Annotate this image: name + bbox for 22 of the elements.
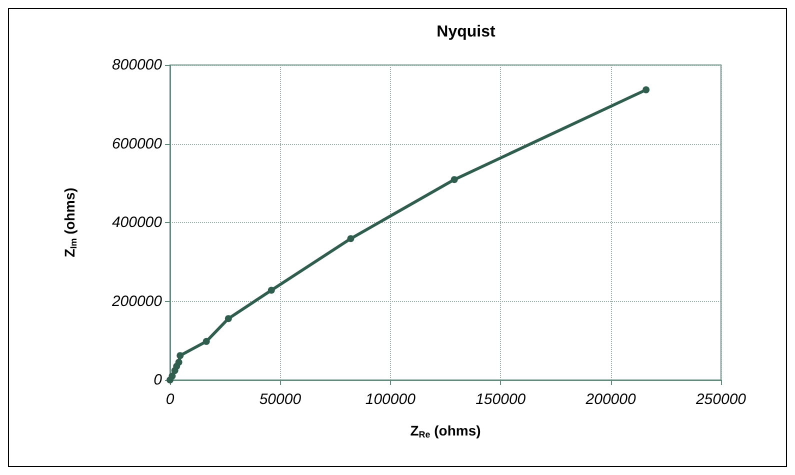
point: [202, 338, 210, 345]
point: [347, 235, 354, 242]
y-tick-label: 0: [154, 372, 163, 388]
y-tick-label: 800000: [112, 56, 163, 74]
y-tick-label: 400000: [112, 214, 163, 231]
point: [450, 176, 458, 184]
x-tick-label: 200000: [584, 391, 636, 408]
point: [268, 286, 275, 294]
y-axis-title: ZIm (ohms): [62, 188, 78, 258]
x-tick-label: 100000: [365, 391, 416, 408]
x-tick-label: 250000: [694, 391, 747, 408]
x-tick-label: 0: [166, 391, 175, 408]
y-tick-label: 200000: [110, 292, 163, 310]
point: [175, 358, 182, 366]
x-tick-label: 150000: [476, 391, 526, 408]
point: [224, 315, 232, 322]
y-tick-label: 600000: [112, 135, 163, 152]
point: [642, 86, 650, 94]
x-tick-label: 50000: [259, 391, 302, 408]
point: [176, 352, 184, 360]
chart-title: Nyquist: [436, 24, 496, 40]
point: [168, 372, 176, 380]
